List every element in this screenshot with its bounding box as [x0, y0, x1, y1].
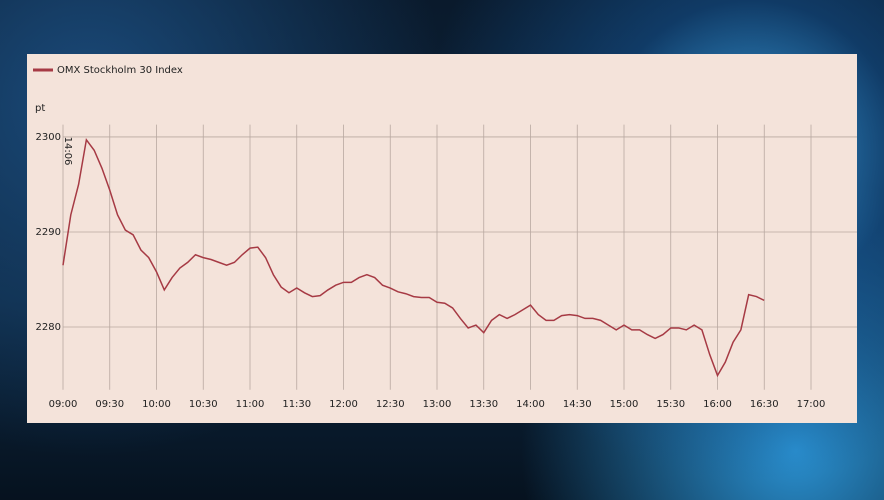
x-tick-label: 14:30: [563, 399, 592, 410]
y-tick-label: 2280: [36, 322, 61, 333]
x-tick-label: 17:00: [797, 399, 826, 410]
x-tick-label: 10:30: [189, 399, 218, 410]
x-tick-label: 11:00: [236, 399, 265, 410]
x-tick-label: 16:00: [703, 399, 732, 410]
x-tick-label: 11:30: [282, 399, 311, 410]
y-tick-label: 2300: [36, 132, 61, 143]
x-tick-label: 09:30: [95, 399, 124, 410]
x-tick-label: 12:30: [376, 399, 405, 410]
annotation: 14:06: [62, 137, 73, 166]
x-tick-label: 16:30: [750, 399, 779, 410]
x-tick-label: 10:00: [142, 399, 171, 410]
x-tick-label: 15:00: [610, 399, 639, 410]
y-axis-label: pt: [35, 103, 45, 114]
line: [62, 137, 765, 378]
chart-panel: [27, 54, 857, 423]
x-tick-label: 14:00: [516, 399, 545, 410]
x-tick-label: 15:30: [656, 399, 685, 410]
legend-label: OMX Stockholm 30 Index: [57, 65, 183, 76]
y-tick-label: 2290: [36, 227, 61, 238]
x-tick-label: 12:00: [329, 399, 358, 410]
x-tick-label: 13:30: [469, 399, 498, 410]
x-tick-label: 09:00: [49, 399, 78, 410]
chart: pt 2280 2290 2300 09:00 09:30 10:00 10:30 11:00…: [27, 54, 857, 423]
x-tick-label: 13:00: [423, 399, 452, 410]
